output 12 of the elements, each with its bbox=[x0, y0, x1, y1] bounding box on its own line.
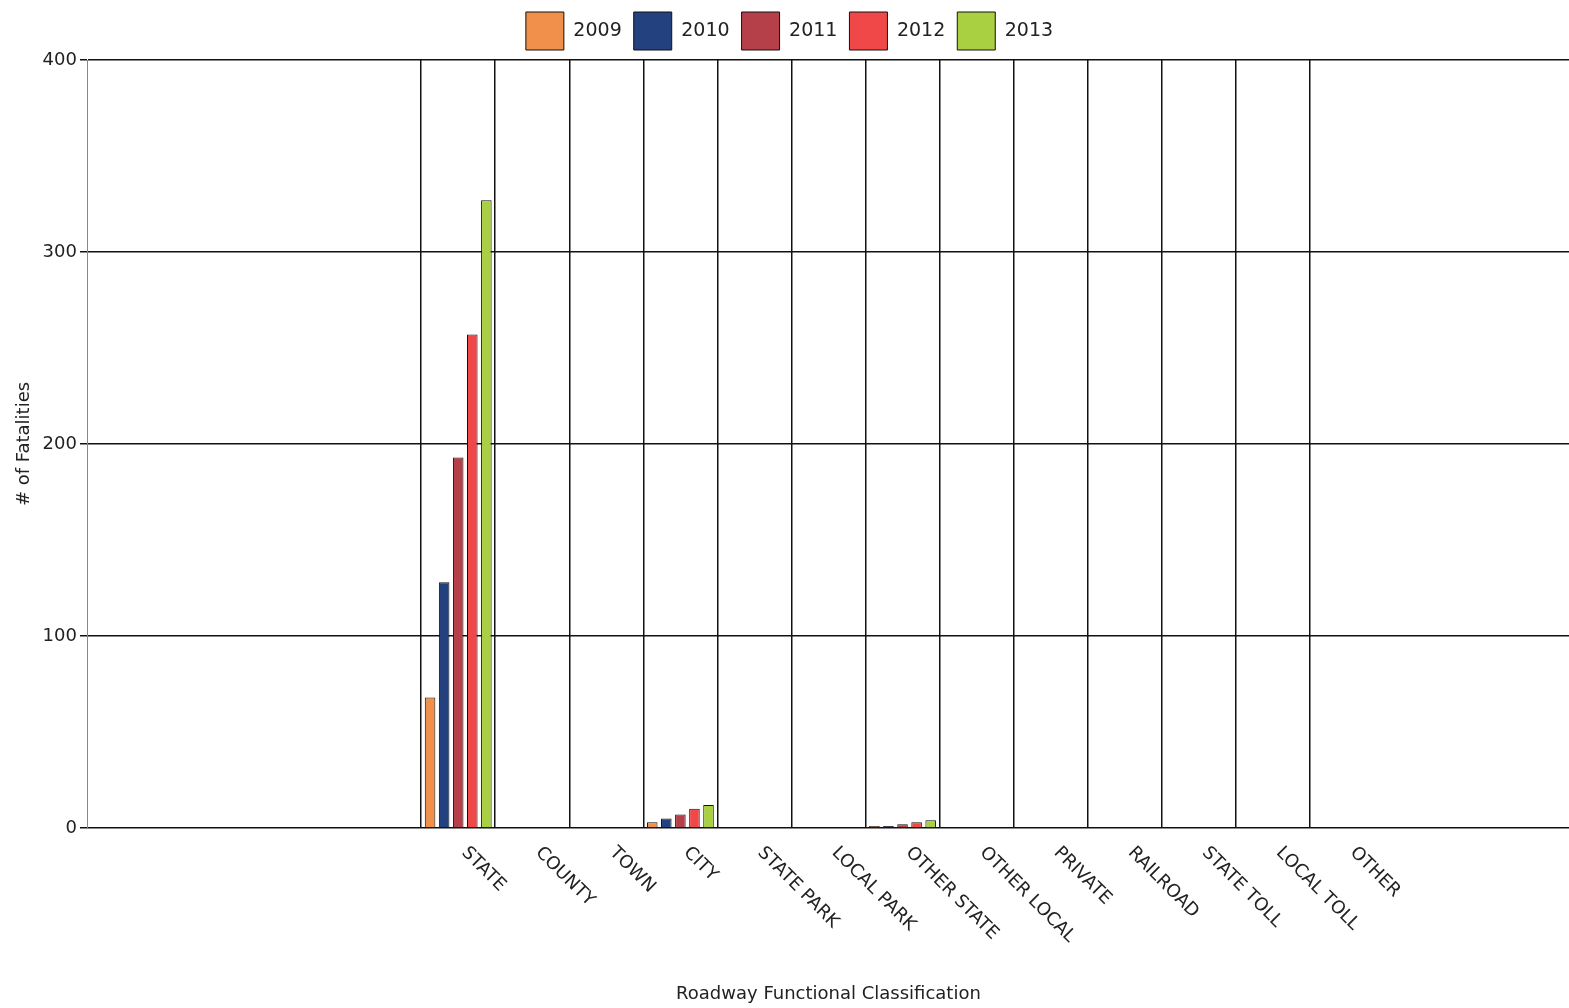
x-axis-title: Roadway Functional Classification bbox=[676, 981, 981, 1003]
y-tick-label: 0 bbox=[65, 815, 77, 837]
y-tick-label: 300 bbox=[42, 239, 77, 261]
legend-label: 2009 bbox=[573, 17, 622, 40]
y-tick-label: 100 bbox=[42, 623, 77, 645]
y-tick-label: 400 bbox=[42, 47, 77, 69]
y-axis-title: # of Fatalities bbox=[12, 381, 34, 507]
legend-label: 2013 bbox=[1004, 17, 1054, 40]
legend-label: 2012 bbox=[896, 17, 946, 40]
legend-label: 2011 bbox=[789, 17, 838, 40]
y-tick-label: 200 bbox=[42, 431, 77, 453]
legend-label: 2010 bbox=[681, 17, 730, 40]
